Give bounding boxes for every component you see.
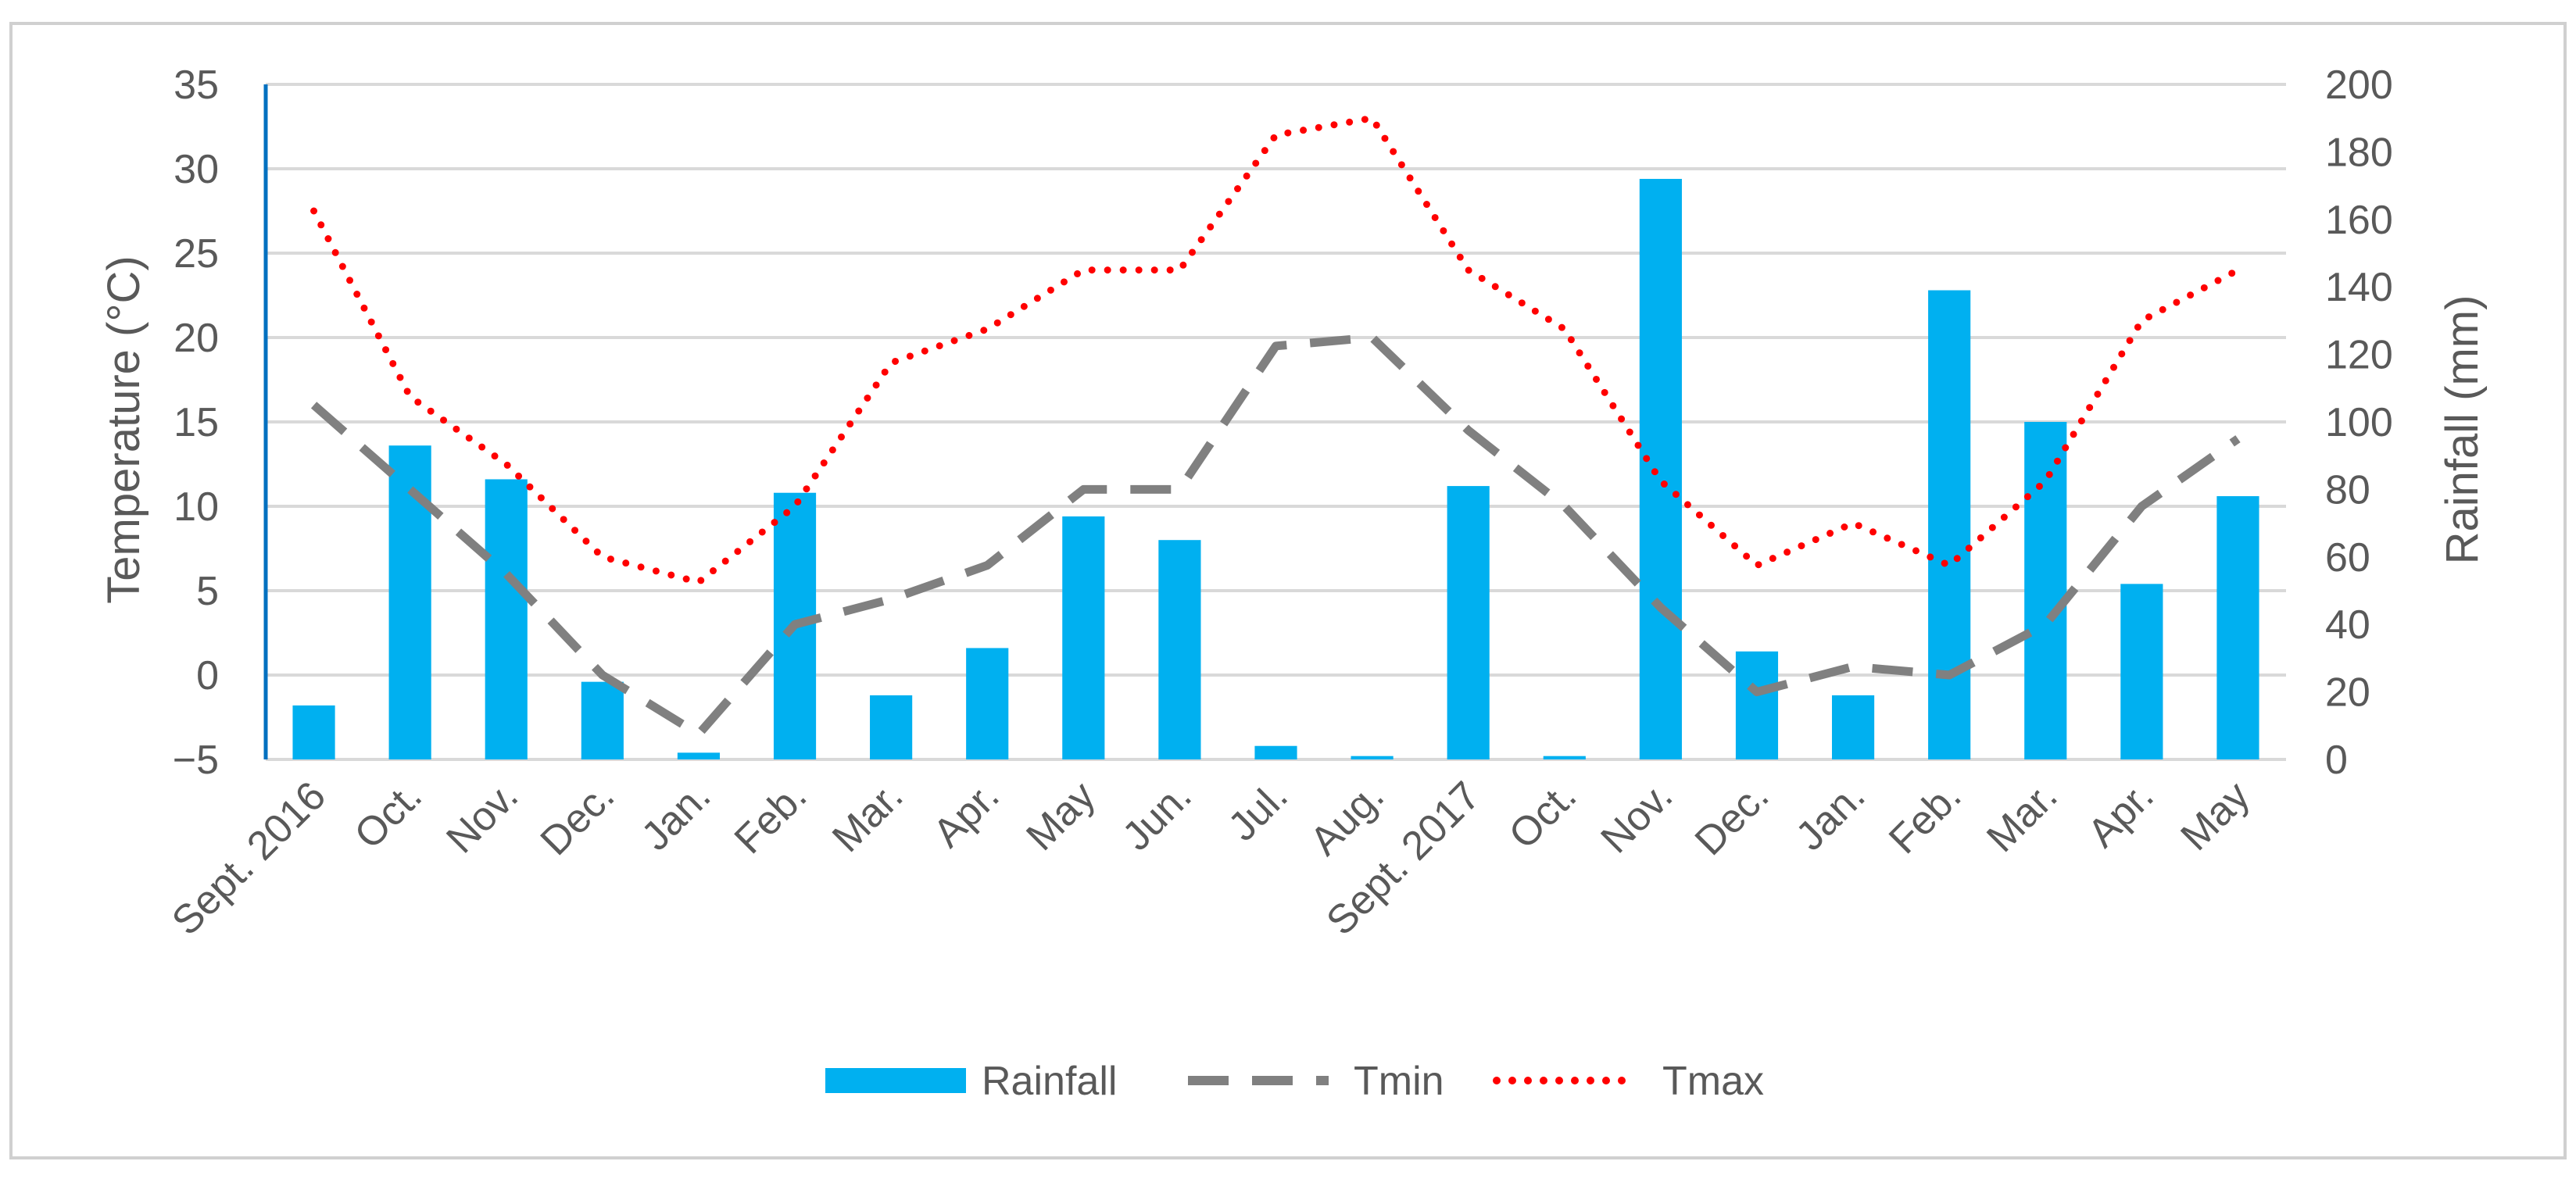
- right-axis-title: Rainfall (mm): [2437, 295, 2488, 565]
- rainfall-bar: [1543, 756, 1586, 759]
- rainfall-bar: [1735, 651, 1779, 759]
- rainfall-bar: [1254, 745, 1297, 759]
- rainfall-bar: [1062, 516, 1105, 759]
- left-axis-title: Temperature (°C): [98, 255, 149, 603]
- rainfall-bar: [292, 705, 335, 759]
- rainfall-bar: [2120, 584, 2163, 759]
- right-tick-label: 80: [2325, 467, 2370, 513]
- rainfall-bar: [1639, 178, 1682, 759]
- left-tick-label: 25: [174, 231, 219, 277]
- left-tick-label: 15: [174, 400, 219, 445]
- right-tick-label: 200: [2325, 63, 2393, 108]
- rainfall-bar: [2024, 422, 2067, 759]
- legend-label-tmax: Tmax: [1662, 1059, 1764, 1104]
- right-tick-label: 60: [2325, 535, 2370, 581]
- right-tick-label: 140: [2325, 265, 2393, 310]
- legend: Rainfall Tmin Tmax: [825, 1059, 1764, 1104]
- legend-label-rainfall: Rainfall: [982, 1059, 1117, 1104]
- rainfall-bar: [581, 681, 624, 759]
- rainfall-bars: [292, 178, 2259, 759]
- right-axis-ticks: 0 20 40 60 80 100 120 140 160 180 200: [2325, 63, 2393, 783]
- rainfall-bar: [870, 695, 913, 759]
- left-tick-label: 20: [174, 316, 219, 361]
- left-tick-label: 0: [196, 653, 219, 698]
- left-tick-label: 5: [196, 569, 219, 614]
- temperature-lines: [310, 114, 2241, 739]
- legend-label-tmin: Tmin: [1354, 1059, 1444, 1104]
- left-tick-label: −5: [173, 738, 219, 783]
- rainfall-bar: [966, 648, 1009, 759]
- right-tick-label: 40: [2325, 602, 2370, 648]
- right-tick-label: 20: [2325, 670, 2370, 716]
- rainfall-bar: [485, 479, 528, 759]
- right-tick-label: 180: [2325, 130, 2393, 175]
- left-tick-label: 30: [174, 147, 219, 192]
- right-tick-label: 100: [2325, 400, 2393, 445]
- rainfall-bar: [1447, 486, 1490, 759]
- right-tick-label: 160: [2325, 198, 2393, 243]
- legend-swatch-rainfall: [825, 1068, 966, 1093]
- left-axis-ticks: −5 0 5 10 15 20 25 30 35: [173, 63, 219, 783]
- rainfall-bar: [1831, 695, 1875, 759]
- tmax-line: [310, 114, 2241, 586]
- rainfall-bar: [1928, 290, 1971, 759]
- right-tick-label: 120: [2325, 333, 2393, 378]
- left-tick-label: 35: [174, 63, 219, 108]
- rainfall-bar: [1158, 540, 1201, 759]
- right-tick-label: 0: [2325, 738, 2348, 783]
- rainfall-bar: [2216, 496, 2259, 759]
- rainfall-bar: [677, 752, 721, 759]
- tmin-line: [310, 333, 2241, 739]
- left-tick-label: 10: [174, 484, 219, 530]
- rainfall-bar: [1351, 756, 1394, 759]
